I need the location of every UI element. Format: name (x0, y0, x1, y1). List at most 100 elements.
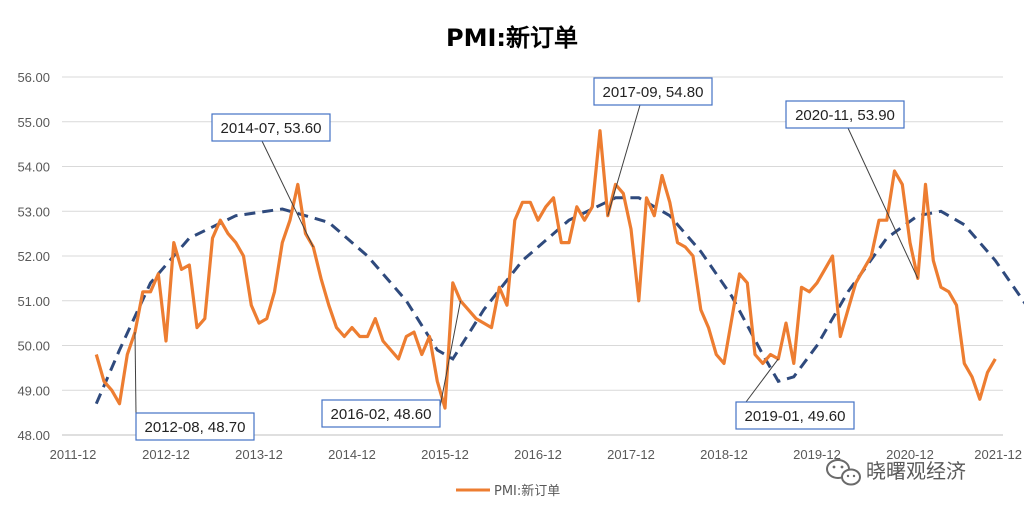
data-point (575, 205, 578, 208)
data-point (358, 335, 361, 338)
data-point (164, 339, 167, 342)
x-tick-label: 2019-12 (793, 447, 841, 462)
data-point (397, 357, 400, 360)
data-point (536, 219, 539, 222)
series-line-pmi-new-orders (94, 129, 997, 410)
data-point (722, 362, 725, 365)
data-point (366, 335, 369, 338)
data-point (141, 290, 144, 293)
wechat-icon (826, 459, 861, 486)
x-tick-label: 2021-12 (974, 447, 1022, 462)
data-point (149, 290, 152, 293)
data-point (839, 335, 842, 338)
y-tick-label: 55.00 (17, 115, 50, 130)
x-tick-label: 2014-12 (328, 447, 376, 462)
data-point (854, 281, 857, 284)
data-point (250, 304, 253, 307)
y-axis-ticks: 48.00 49.00 50.00 51.00 52.00 53.00 54.00 55.00… (17, 70, 50, 443)
y-tick-label: 48.00 (17, 428, 50, 443)
data-point (451, 281, 454, 284)
data-point (118, 402, 121, 405)
data-point (188, 263, 191, 266)
data-points (95, 129, 997, 410)
data-point (521, 201, 524, 204)
data-point (467, 308, 470, 311)
annotation-label: 2016-02, 48.60 (331, 406, 432, 423)
annotation-box (321, 399, 441, 428)
data-point (343, 335, 346, 338)
data-point (498, 286, 501, 289)
y-tick-label: 54.00 (17, 160, 50, 175)
data-point (335, 326, 338, 329)
annotation-label: 2012-08, 48.70 (145, 419, 246, 436)
data-point (885, 219, 888, 222)
data-point (823, 268, 826, 271)
data-point (598, 129, 601, 132)
data-point (327, 304, 330, 307)
data-point (629, 228, 632, 231)
data-point (769, 353, 772, 356)
data-point (234, 241, 237, 244)
data-point (846, 308, 849, 311)
annotation-label: 2014-07, 53.60 (221, 120, 322, 137)
data-point (939, 286, 942, 289)
data-point (862, 268, 865, 271)
chart-title: PMI:新订单 (446, 24, 578, 52)
data-point (963, 362, 966, 365)
x-tick-label: 2020-12 (886, 447, 934, 462)
data-point (970, 375, 973, 378)
y-tick-label: 51.00 (17, 294, 50, 309)
annotation-label: 2019-01, 49.60 (745, 408, 846, 425)
annotation-leader (134, 332, 137, 414)
data-point (319, 277, 322, 280)
data-point (761, 362, 764, 365)
annotation-label: 2017-09, 54.80 (603, 84, 704, 101)
data-point (691, 254, 694, 257)
data-point (947, 290, 950, 293)
annotation-leader (847, 127, 919, 279)
data-point (684, 245, 687, 248)
data-point (986, 371, 989, 374)
data-point (203, 317, 206, 320)
data-point (831, 254, 834, 257)
data-point (645, 196, 648, 199)
data-point (273, 290, 276, 293)
annotation-box (211, 113, 331, 142)
data-point (676, 241, 679, 244)
data-point (157, 272, 160, 275)
x-tick-label: 2015-12 (421, 447, 469, 462)
data-point (730, 317, 733, 320)
annotation-box (135, 412, 255, 441)
annotation-label: 2020-11, 53.90 (795, 107, 895, 124)
data-point (622, 192, 625, 195)
data-point (870, 254, 873, 257)
data-point (211, 237, 214, 240)
y-tick-label: 56.00 (17, 70, 50, 85)
data-point (800, 286, 803, 289)
annotation-leader (745, 358, 779, 403)
data-point (653, 214, 656, 217)
data-point (753, 353, 756, 356)
data-point (544, 205, 547, 208)
data-point (815, 281, 818, 284)
data-point (257, 322, 260, 325)
x-tick-label: 2013-12 (235, 447, 283, 462)
data-point (877, 219, 880, 222)
data-point (195, 326, 198, 329)
data-point (637, 299, 640, 302)
data-point (567, 241, 570, 244)
x-tick-label: 2018-12 (700, 447, 748, 462)
data-point (296, 183, 299, 186)
data-point (242, 254, 245, 257)
data-point (591, 205, 594, 208)
data-point (443, 407, 446, 410)
data-point (412, 330, 415, 333)
data-point (172, 241, 175, 244)
annotation-leader (261, 140, 314, 248)
data-point (660, 174, 663, 177)
data-point (405, 335, 408, 338)
data-point (738, 272, 741, 275)
legend-label: PMI:新订单 (494, 483, 560, 499)
data-point (436, 380, 439, 383)
